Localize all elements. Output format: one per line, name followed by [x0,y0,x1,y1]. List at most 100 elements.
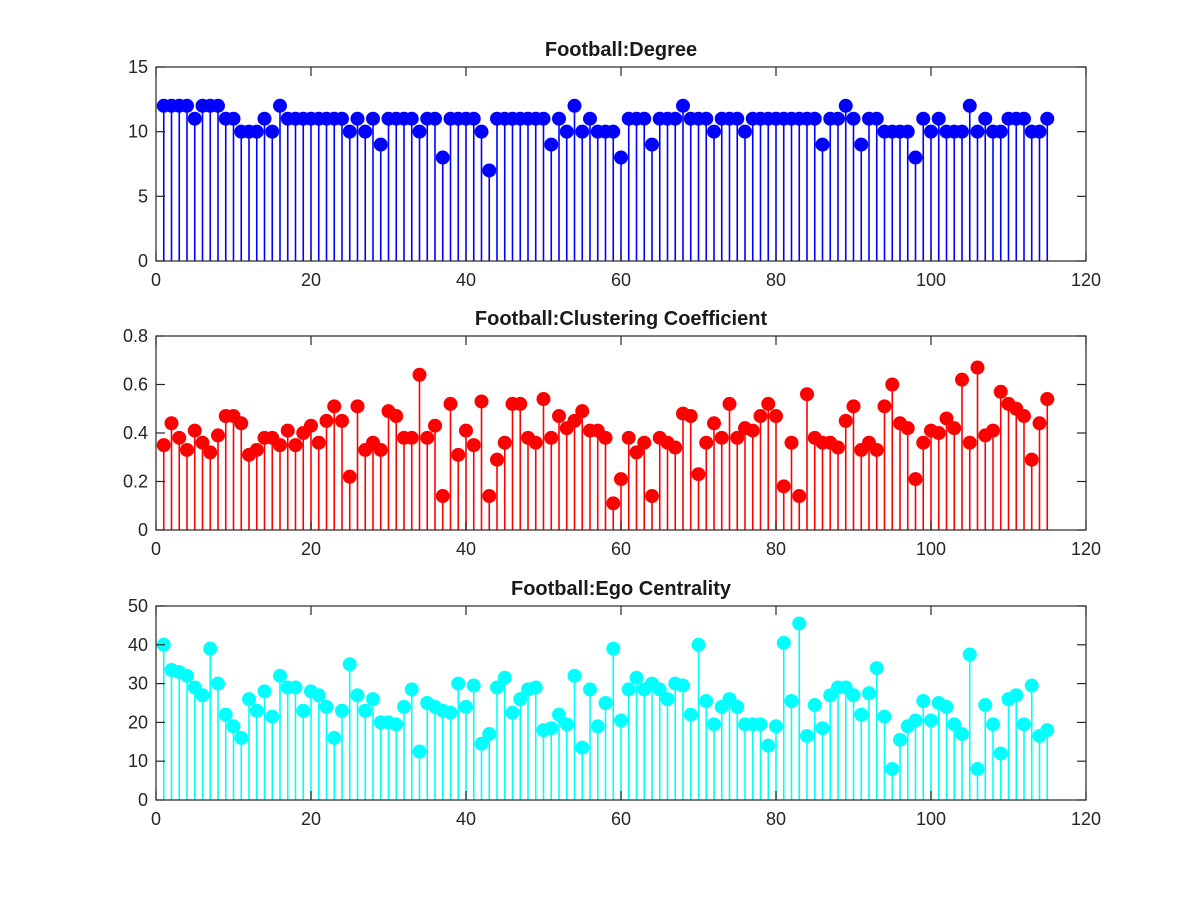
x-tick-label: 20 [301,809,321,829]
stem-marker [590,719,605,734]
stem-marker [435,150,450,165]
stem-marker [691,637,706,652]
stem-marker [637,111,652,126]
stem-marker [900,421,915,436]
stem-marker [451,676,466,691]
y-tick-label: 15 [128,57,148,77]
stem-marker [916,435,931,450]
stem-marker [404,682,419,697]
stem-marker [676,678,690,693]
y-tick-label: 0.8 [123,326,148,346]
x-tick-label: 40 [456,270,476,290]
stem-marker [683,409,698,424]
stem-marker [683,707,698,722]
stem-marker [1017,717,1031,732]
stem-marker [854,707,869,722]
stem-marker [885,377,900,392]
stem-marker [211,98,225,113]
y-tick-label: 0 [138,790,148,810]
stem-marker [482,727,497,742]
stem-marker [900,124,915,139]
stem-marker [412,367,427,382]
stem-marker [211,676,225,691]
y-tick-label: 0.2 [123,472,148,492]
stem-marker [877,709,892,724]
stem-series-ego [156,616,1055,800]
stem-marker [575,124,590,139]
stem-marker [614,150,628,165]
stem-marker [699,435,714,450]
stem-marker [668,440,683,455]
stem-marker [335,703,349,718]
y-tick-label: 20 [128,712,148,732]
stem-marker [528,435,543,450]
stem-marker [466,438,481,453]
stem-marker [947,717,962,732]
stem-marker [195,688,210,703]
stem-marker [800,387,814,402]
stem-marker [397,699,411,714]
stem-marker [730,430,745,445]
x-tick-label: 0 [151,539,161,559]
stem-marker [792,616,807,631]
stem-marker [769,409,783,424]
subplot-ego: Football:Ego Centrality 0 20 40 60 80 100 120 0 1… [128,578,1101,829]
stem-marker [265,124,280,139]
stem-marker [955,727,969,742]
x-tick-label: 120 [1071,539,1101,559]
x-tick-label: 60 [611,270,631,290]
stem-marker [459,699,473,714]
stem-marker [544,430,559,445]
stem-marker [552,409,566,424]
y-tick-label: 5 [138,186,148,206]
x-tick-label: 0 [151,809,161,829]
stem-marker [606,124,621,139]
stem-marker [544,721,559,736]
stem-marker [978,697,993,712]
stem-marker [730,699,745,714]
stem-marker [211,428,225,443]
stem-marker [1024,452,1039,467]
stem-marker [807,111,822,126]
stem-marker [466,111,481,126]
stem-marker [707,717,721,732]
stem-marker [753,717,768,732]
stem-marker [924,713,938,728]
stem-marker [319,699,334,714]
stem-marker [893,732,907,747]
x-tick-label: 100 [916,539,946,559]
subplot-title-degree: Football:Degree [545,39,697,61]
stem-marker [567,98,582,113]
stem-marker [1017,409,1031,424]
stem-marker [993,384,1008,399]
stem-marker [776,479,791,494]
stem-marker [350,399,365,414]
stem-marker [753,409,768,424]
stem-marker [567,668,582,683]
stem-marker [273,668,287,683]
stem-marker [311,435,326,450]
stem-marker [598,696,613,710]
stem-marker [249,124,264,139]
stem-marker [482,163,497,178]
stem-marker [707,416,721,431]
stem-marker [567,413,582,428]
stem-marker [784,435,799,450]
stem-marker [916,111,931,126]
stem-marker [490,680,504,695]
stem-marker [962,435,977,450]
subplot-clustering: Football:Clustering Coefficient 0 20 40 60 80… [123,308,1101,559]
x-tick-label: 40 [456,539,476,559]
stem-marker [598,430,613,445]
stem-marker [273,98,287,113]
stem-marker [358,703,373,718]
stem-marker [404,111,419,126]
stem-marker [164,416,179,431]
stem-marker [311,688,326,703]
stem-marker [986,423,1000,438]
stem-marker [497,435,512,450]
stem-marker [513,692,528,707]
stem-marker [187,423,202,438]
stem-marker [412,744,427,759]
